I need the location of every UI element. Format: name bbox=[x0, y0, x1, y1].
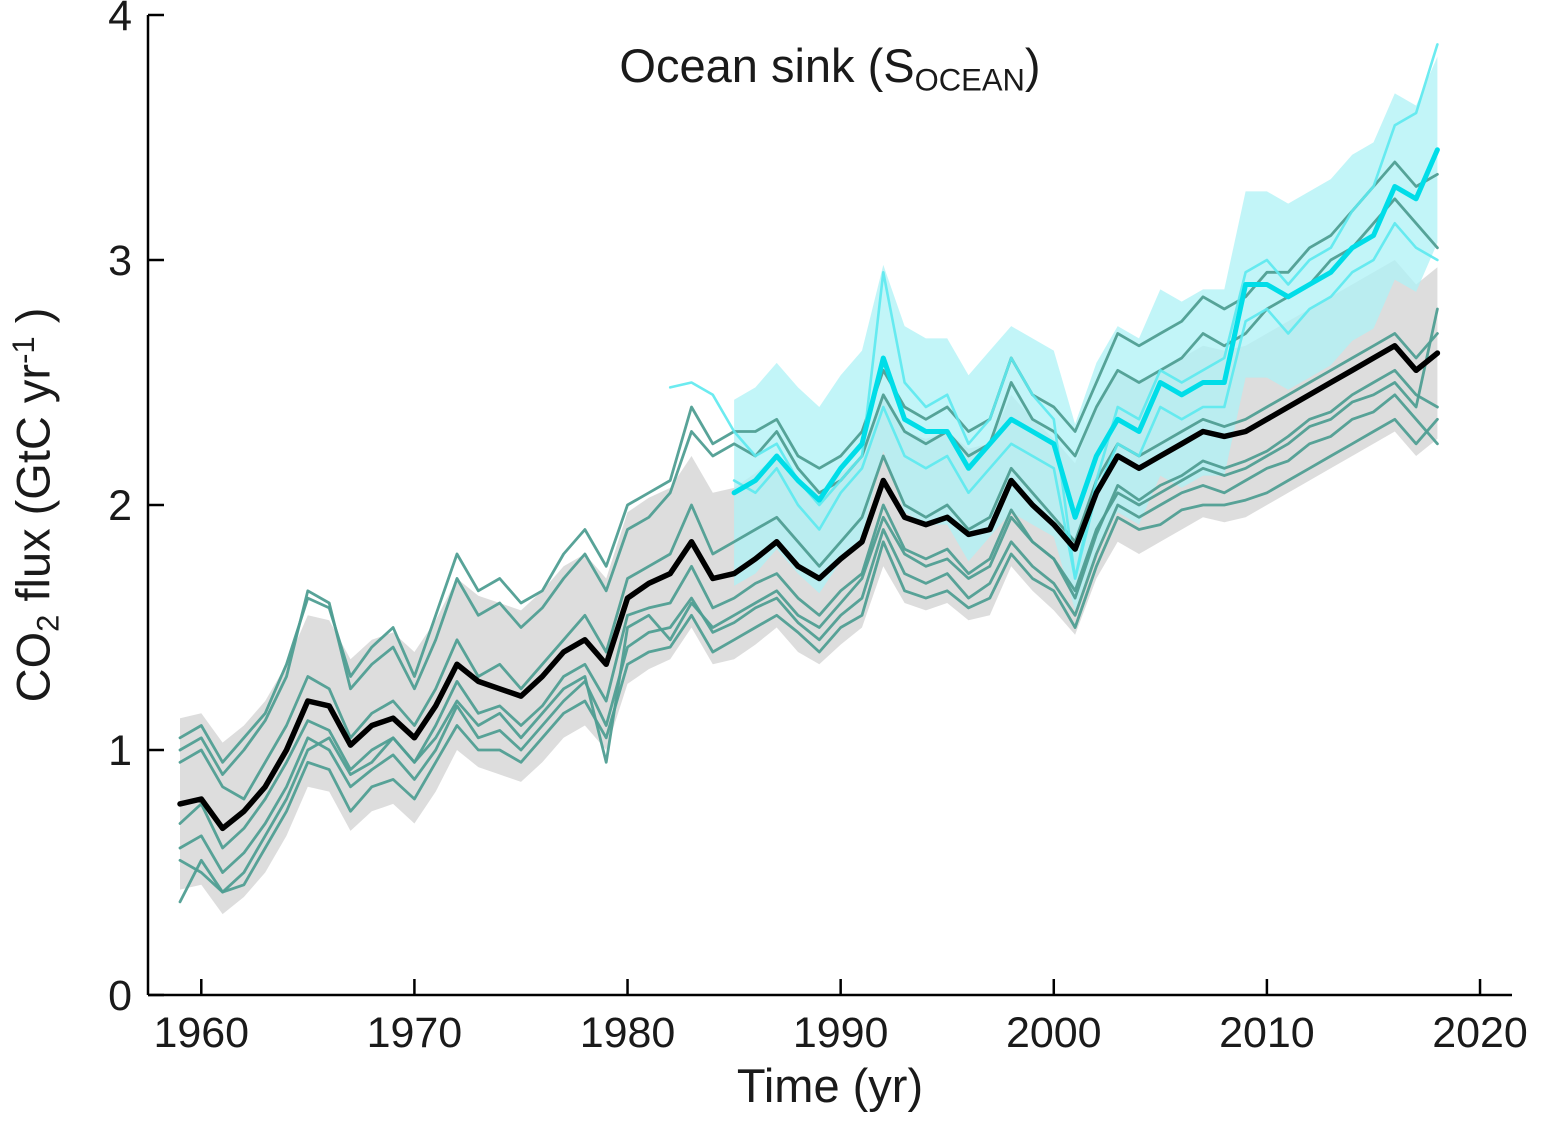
y-tick-label: 2 bbox=[108, 482, 132, 530]
chart-title-subscript: OCEAN bbox=[914, 62, 1025, 98]
chart-title-text: Ocean sink (S bbox=[619, 39, 915, 92]
y-axis-label-subscript: 2 bbox=[30, 614, 66, 632]
y-axis-label: CO2 flux (GtC yr-1 ) bbox=[6, 308, 67, 703]
product-mean-line bbox=[731, 147, 1440, 520]
model-line-model-4 bbox=[178, 332, 1439, 801]
model-lines bbox=[178, 160, 1439, 904]
y-axis-label-close: ) bbox=[6, 307, 60, 337]
product-uncertainty-band bbox=[734, 56, 1438, 611]
model-mean-line bbox=[177, 343, 1441, 832]
axes: 1960 1970 1980 1990 2000 2010 2020 0 1 2 3 4 bbox=[108, 0, 1528, 1057]
x-tick-label: 1990 bbox=[793, 1009, 889, 1057]
x-tick-label: 1980 bbox=[580, 1009, 676, 1057]
chart-title-close: ) bbox=[1024, 39, 1041, 92]
model-line-model-5 bbox=[178, 393, 1439, 874]
y-axis-label-superscript: -1 bbox=[6, 336, 42, 364]
model-line-model-3 bbox=[178, 307, 1439, 904]
y-axis-label-text: CO bbox=[6, 631, 60, 703]
x-axis-label: Time (yr) bbox=[736, 1059, 924, 1112]
product-line-product-2 bbox=[732, 222, 1439, 580]
y-tick-label: 1 bbox=[108, 727, 132, 775]
x-tick-label: 2010 bbox=[1219, 1009, 1315, 1057]
model-line-model-2 bbox=[178, 417, 1439, 894]
x-tick-label: 2020 bbox=[1432, 1009, 1528, 1057]
y-axis-label-mid: flux (GtC yr bbox=[6, 363, 60, 615]
model-line-model-1 bbox=[178, 160, 1439, 764]
y-tick-label: 4 bbox=[108, 0, 132, 40]
chart-title: Ocean sink (SOCEAN) bbox=[148, 38, 1512, 99]
y-tick-label: 0 bbox=[108, 972, 132, 1020]
model-line-model-7 bbox=[178, 368, 1439, 850]
x-tick-label: 1960 bbox=[153, 1009, 249, 1057]
x-tick-label: 2000 bbox=[1006, 1009, 1102, 1057]
x-tick-label: 1970 bbox=[367, 1009, 463, 1057]
y-tick-label: 3 bbox=[108, 237, 132, 285]
